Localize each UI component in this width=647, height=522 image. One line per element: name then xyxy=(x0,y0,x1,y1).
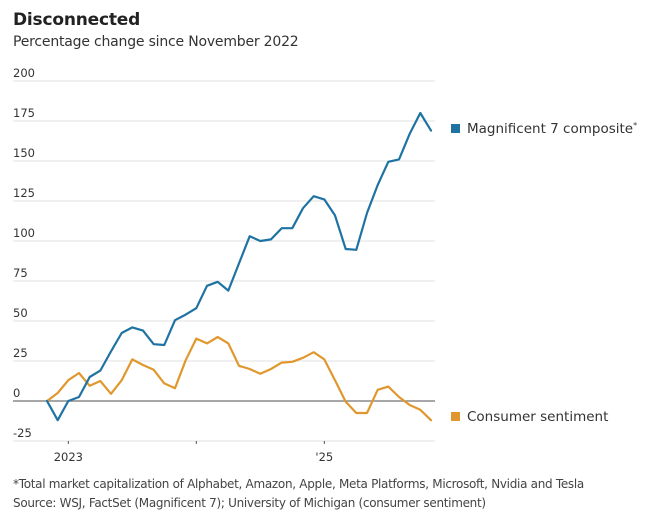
series-line-consumer-sentiment xyxy=(45,335,433,422)
y-tick-label: 0 xyxy=(13,386,20,400)
line-chart: 200 175 150 125 100 75 50 25 0 -25 2023 '25 Magnif… xyxy=(13,66,637,464)
y-tick-label: 100 xyxy=(13,226,35,240)
x-tick-label: 2023 xyxy=(54,450,83,464)
legend: Magnificent 7 composite* Consumer sentime… xyxy=(451,121,637,425)
chart-title: Disconnected xyxy=(13,10,141,30)
footnote-marker: * xyxy=(633,121,637,130)
legend-swatch xyxy=(451,412,460,421)
series-line-magnificent-7-composite xyxy=(45,111,433,422)
y-tick-label: 125 xyxy=(13,186,35,200)
x-axis: 2023 '25 xyxy=(54,441,333,464)
y-tick-label: -25 xyxy=(13,426,32,440)
legend-label: Magnificent 7 composite* xyxy=(467,121,637,137)
y-tick-label: 25 xyxy=(13,346,28,360)
x-tick-label: '25 xyxy=(315,450,333,464)
y-tick-label: 75 xyxy=(13,266,28,280)
series-lines xyxy=(45,111,433,422)
gridlines xyxy=(13,80,435,442)
y-tick-label: 200 xyxy=(13,66,35,80)
y-axis-ticks: 200 175 150 125 100 75 50 25 0 -25 xyxy=(13,66,35,440)
chart-subtitle: Percentage change since November 2022 xyxy=(13,34,299,50)
footnote-note: *Total market capitalization of Alphabet… xyxy=(13,477,584,491)
y-tick-label: 50 xyxy=(13,306,28,320)
legend-swatch xyxy=(451,124,460,133)
y-tick-label: 175 xyxy=(13,106,35,120)
y-tick-label: 150 xyxy=(13,146,35,160)
legend-label: Consumer sentiment xyxy=(467,409,608,425)
footnote-source: Source: WSJ, FactSet (Magnificent 7); Un… xyxy=(13,496,486,510)
